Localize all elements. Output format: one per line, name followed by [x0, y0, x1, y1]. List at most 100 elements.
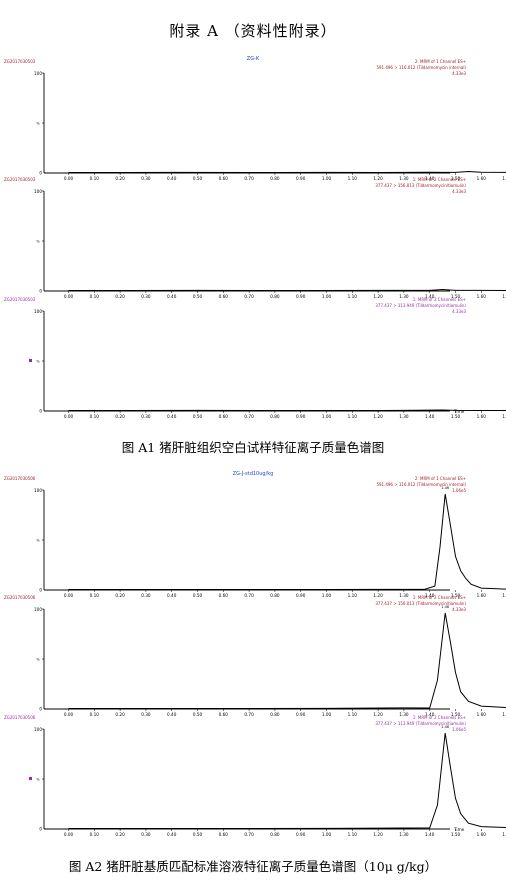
fig2-panel2-xtick-label: 0.20 — [115, 712, 125, 717]
fig2-panel3-xtick-label: 1.10 — [348, 832, 358, 837]
fig1-panel2-ytick-100: 100 — [34, 189, 42, 194]
fig2-panel1-ylabel: % — [36, 539, 40, 543]
fig1-panel2-xtick-label: 1.70 — [502, 294, 506, 299]
fig1-panel1-xtick-label: 1.20 — [373, 176, 383, 181]
fig2-panel3-trace — [68, 732, 506, 830]
fig2-panel2-xtick-label: 0.00 — [64, 712, 74, 717]
sample-title-1: ZG-K — [247, 56, 260, 62]
fig1-panel1-xtick-label: 0.50 — [193, 176, 203, 181]
fig2-panel1-xtick-label: 0.70 — [244, 593, 254, 598]
fig2-panel2-xtick-label: 1.30 — [399, 712, 409, 717]
fig2-panel1-xtick-label: 1.20 — [373, 593, 383, 598]
fig1-panel3-xtick-label: 0.40 — [167, 414, 177, 419]
fig2-panel1-xtick-label: 0.20 — [115, 593, 125, 598]
figure-a2-caption: 图 A2 猪肝脏基质匹配标准溶液特征离子质量色谱图（10μ g/kg） — [68, 859, 438, 874]
fig1-panel2-xtick-label: 0.40 — [167, 294, 177, 299]
fig2-panel3-transition: 377.437 > 113.949 (Tildarmomycin/tiamuli… — [375, 721, 466, 726]
fig1-panel1-xtick-label: 1.10 — [348, 176, 358, 181]
fig2-panel1-peak-label: 1.46 — [441, 486, 449, 490]
fig2-panel1-trace — [68, 493, 506, 591]
fig2-panel3-xtick-label: 0.70 — [244, 832, 254, 837]
fig1-panel1-xtick-label: 0.00 — [64, 176, 74, 181]
fig2-panel2-xtick-label: 0.50 — [193, 712, 203, 717]
fig1-panel2-channel: 1: MRM of 2 Channels ES+ — [413, 177, 466, 182]
fig1-panel3-xtick-label: 0.80 — [270, 414, 280, 419]
fig2-panel2-xtick-label: 1.00 — [322, 712, 332, 717]
fig1-panel1-ylabel: % — [36, 122, 40, 126]
fig2-panel1-xtick-label: 0.10 — [90, 593, 100, 598]
fig2-panel1-xtick-label: 1.30 — [399, 593, 409, 598]
fig2-panel2-xtick-label: 1.70 — [502, 712, 506, 717]
fig1-panel2-xtick-label: 0.50 — [193, 294, 203, 299]
figure-a1-caption: 图 A1 猪肝脏组织空白试样特征离子质量色谱图 — [121, 440, 385, 455]
fig1-panel1-xtick-label: 1.40 — [425, 176, 435, 181]
fig1-panel3-ylabel: % — [36, 360, 40, 364]
fig2-panel1-xtick-label: 1.70 — [502, 593, 506, 598]
fig2-panel3-intensity: 1.06e5 — [452, 727, 466, 732]
fig2-panel3-xtick-label: 0.00 — [64, 832, 74, 837]
fig2-panel2-xtick-label: 0.80 — [270, 712, 280, 717]
fig2-panel2-xtick-label: 0.90 — [296, 712, 306, 717]
fig1-panel3-xtick-label: 0.90 — [296, 414, 306, 419]
fig1-panel1-xtick-label: 0.10 — [90, 176, 100, 181]
fig1-panel1-xtick-label: 0.60 — [219, 176, 229, 181]
fig2-panel3-xtick-label: 1.20 — [373, 832, 383, 837]
fig2-panel3-ylabel: % — [36, 778, 40, 782]
page-title: 附录 A （资料性附录） — [169, 22, 337, 40]
fig2-panel2-intensity: 4.33e3 — [452, 607, 466, 612]
fig1-panel2-transition: 377.437 > 156.013 (Tildarmomycin/tiamuli… — [375, 183, 466, 188]
fig1-panel1-trace — [68, 171, 506, 174]
fig2-panel3-xtick-label: 1.40 — [425, 832, 435, 837]
fig1-panel3-xlabel: Time — [453, 409, 465, 414]
fig1-panel2-xtick-label: 1.20 — [373, 294, 383, 299]
fig1-panel2-xtick-label: 1.00 — [322, 294, 332, 299]
fig1-panel3-xtick-label: 0.30 — [141, 414, 151, 419]
fig1-panel3-channel: 1: MRM of 2 Channels ES+ — [413, 297, 466, 302]
fig2-panel1-intensity: 1.06e5 — [452, 488, 466, 493]
fig1-panel2-xtick-label: 0.70 — [244, 294, 254, 299]
fig2-panel3-ytick-0: 0 — [39, 827, 42, 832]
fig2-panel3-xtick-label: 1.00 — [322, 832, 332, 837]
fig1-panel2-xtick-label: 0.20 — [115, 294, 125, 299]
fig1-panel2-trace — [68, 288, 506, 292]
fig1-panel2-ytick-0: 0 — [39, 289, 42, 294]
fig1-panel2-xtick-label: 1.40 — [425, 294, 435, 299]
fig1-panel1-xtick-label: 0.40 — [167, 176, 177, 181]
fig2-panel2-xtick-label: 0.40 — [167, 712, 177, 717]
fig1-panel3-xtick-label: 1.50 — [451, 414, 461, 419]
fig1-panel3-transition: 377.437 > 113.949 (Tildarmomycin/tiamuli… — [375, 303, 466, 308]
fig1-panel1-xtick-label: 0.30 — [141, 176, 151, 181]
fig1-panel1-ytick-100: 100 — [34, 71, 42, 76]
fig2-panel3-xtick-label: 0.10 — [90, 832, 100, 837]
fig2-panel1-xtick-label: 0.00 — [64, 593, 74, 598]
fig1-panel3-xtick-label: 1.30 — [399, 414, 409, 419]
fig1-panel2-xtick-label: 0.60 — [219, 294, 229, 299]
fig1-panel2-xtick-label: 1.30 — [399, 294, 409, 299]
fig2-panel2-xtick-label: 1.50 — [451, 712, 461, 717]
fig1-panel2-ylabel: % — [36, 240, 40, 244]
fig1-panel3-xtick-label: 1.40 — [425, 414, 435, 419]
fig1-panel3-ytick-0: 0 — [39, 409, 42, 414]
fig1-panel2-xtick-label: 0.80 — [270, 294, 280, 299]
fig2-panel2-xtick-label: 0.70 — [244, 712, 254, 717]
fig1-panel1-xtick-label: 1.30 — [399, 176, 409, 181]
fig1-panel1-intensity: 4.33e3 — [452, 71, 466, 76]
fig1-panel3-intensity: 4.33e3 — [452, 309, 466, 314]
fig1-panel3-xtick-label: 0.10 — [90, 414, 100, 419]
fig1-panel1-xtick-label: 0.80 — [270, 176, 280, 181]
fig1-panel1-xtick-label: 0.90 — [296, 176, 306, 181]
fig1-panel1-ytick-0: 0 — [39, 171, 42, 176]
fig1-panel1-file-id: ZG2017030503 — [4, 59, 36, 64]
fig1-panel2-intensity: 4.33e3 — [452, 189, 466, 194]
fig2-panel1-transition: 591.496 > 116.012 (Tildarmomycin interna… — [376, 482, 466, 487]
fig1-panel1-transition: 591.496 > 116.012 (Tildarmomycin interna… — [376, 65, 466, 70]
fig1-panel2-file-id: ZG2017030503 — [4, 177, 36, 182]
fig1-panel3-ytick-100: 100 — [34, 309, 42, 314]
fig2-panel2-trace — [68, 612, 506, 710]
fig1-panel3-xtick-label: 0.20 — [115, 414, 125, 419]
fig2-panel1-ytick-0: 0 — [39, 588, 42, 593]
fig2-panel1-xtick-label: 0.90 — [296, 593, 306, 598]
fig1-panel1-xtick-label: 0.70 — [244, 176, 254, 181]
fig2-panel1-xtick-label: 1.50 — [451, 593, 461, 598]
